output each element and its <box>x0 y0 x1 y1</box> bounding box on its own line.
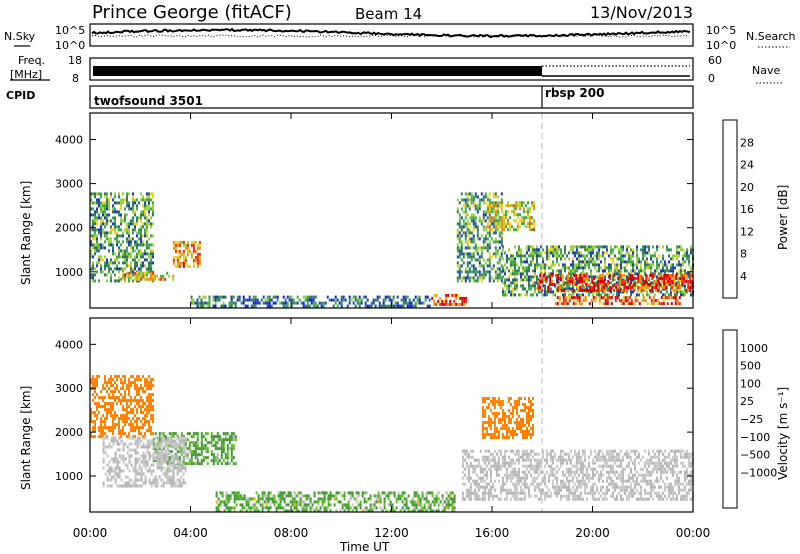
velocity-colorbar-tick: 1000 <box>740 342 768 355</box>
power-colorbar-tick: 28 <box>740 136 754 149</box>
nave-label: Nave <box>752 64 780 77</box>
velocity-region-0 <box>90 375 154 439</box>
velocity-marks <box>90 375 694 513</box>
power-colorbar-tick: 16 <box>740 203 754 216</box>
velocity-region-2 <box>102 436 187 488</box>
power-region-1 <box>120 271 175 281</box>
x-tick-label: 08:00 <box>274 526 309 540</box>
power-ytick-label: 3000 <box>55 178 83 191</box>
nave-tick-bottom: 0 <box>708 72 715 85</box>
power-panel: 1000 2000 3000 4000 Slant Range [km] 4 8 12 16… <box>19 112 790 309</box>
velocity-ytick-label: 3000 <box>55 382 83 395</box>
noise-left-tick-bottom: 10^0 <box>55 39 85 52</box>
freq-unit-label: [MHz] <box>10 68 42 81</box>
beam-label: Beam 14 <box>355 5 422 23</box>
velocity-region-3 <box>215 491 456 513</box>
x-axis-label: Time UT <box>339 540 390 554</box>
power-colorbar: 4 8 12 16 20 24 28 <box>722 119 754 299</box>
velocity-ylabel: Slant Range [km] <box>19 386 33 490</box>
velocity-colorbar-tick: 500 <box>740 360 761 373</box>
noise-sky-line <box>91 27 691 39</box>
x-tick-label: 00:00 <box>73 526 108 540</box>
power-ylabel: Slant Range [km] <box>19 181 33 285</box>
x-tick-label: 04:00 <box>173 526 208 540</box>
power-region-10 <box>554 296 681 306</box>
velocity-region-4 <box>461 449 694 501</box>
power-region-4 <box>230 295 431 308</box>
freq-tick-bottom: 8 <box>72 72 79 85</box>
noise-left-tick-top: 10^5 <box>55 24 85 37</box>
velocity-ytick-label: 1000 <box>55 470 83 483</box>
power-colorbar-tick: 8 <box>740 248 747 261</box>
cpid-program-1: twofsound 3501 <box>94 94 203 108</box>
freq-tick-top: 18 <box>68 54 82 67</box>
power-ytick-label: 2000 <box>55 222 83 235</box>
power-marks <box>90 192 694 308</box>
date-label: 13/Nov/2013 <box>590 3 693 22</box>
velocity-colorbar-tick: −100 <box>740 431 770 444</box>
velocity-panel: 1000 2000 3000 4000 Slant Range [km] 1000 50… <box>19 113 790 554</box>
power-region-9 <box>537 274 694 292</box>
power-region-2 <box>172 240 201 268</box>
velocity-colorbar-tick: −500 <box>740 449 770 462</box>
cpid-panel: CPID twofsound 3501 rbsp 200 <box>6 85 694 109</box>
power-colorbar-tick: 20 <box>740 181 754 194</box>
noise-right-tick-bottom: 10^0 <box>706 39 736 52</box>
nsearch-label: N.Search <box>746 30 796 43</box>
power-region-7 <box>487 201 535 232</box>
velocity-colorbar-tick: 100 <box>740 377 761 390</box>
x-tick-label: 12:00 <box>374 526 409 540</box>
velocity-colorbar-tick: 25 <box>740 395 754 408</box>
velocity-colorbar-tick: −1000 <box>740 466 777 479</box>
power-colorbar-tick: 12 <box>740 225 754 238</box>
noise-panel: N.Sky 10^5 10^0 10^5 10^0 N.Search <box>4 23 796 52</box>
velocity-colorbar-tick: −25 <box>740 413 763 426</box>
power-region-3 <box>190 295 233 308</box>
power-region-0 <box>90 192 154 283</box>
station-title: Prince George (fitACF) <box>92 2 292 23</box>
cpid-label: CPID <box>6 89 35 102</box>
x-tick-label: 16:00 <box>475 526 510 540</box>
power-colorbar-label: Power [dB] <box>776 185 790 250</box>
velocity-ytick-label: 2000 <box>55 426 83 439</box>
x-tick-label: 20:00 <box>575 526 610 540</box>
freq-panel: Freq. [MHz] 18 8 60 0 Nave <box>10 54 782 85</box>
cpid-program-2: rbsp 200 <box>545 86 604 100</box>
velocity-region-5 <box>481 397 534 439</box>
velocity-ytick-label: 4000 <box>55 338 83 351</box>
nsky-label: N.Sky <box>4 30 36 43</box>
velocity-colorbar: 1000 500 100 25 −25 −100 −500 −1000 <box>722 329 777 509</box>
power-region-5 <box>431 293 468 306</box>
power-colorbar-tick: 24 <box>740 159 754 172</box>
freq-label: Freq. <box>18 54 45 67</box>
power-ytick-label: 1000 <box>55 266 83 279</box>
nave-tick-top: 60 <box>708 54 722 67</box>
power-colorbar-tick: 4 <box>740 270 747 283</box>
velocity-colorbar-label: Velocity [m s⁻¹] <box>776 387 790 480</box>
power-ytick-label: 4000 <box>55 133 83 146</box>
noise-right-tick-top: 10^5 <box>706 24 736 37</box>
noise-search-line <box>91 34 690 38</box>
freq-band <box>93 66 542 76</box>
x-tick-label: 00:00 <box>676 526 711 540</box>
